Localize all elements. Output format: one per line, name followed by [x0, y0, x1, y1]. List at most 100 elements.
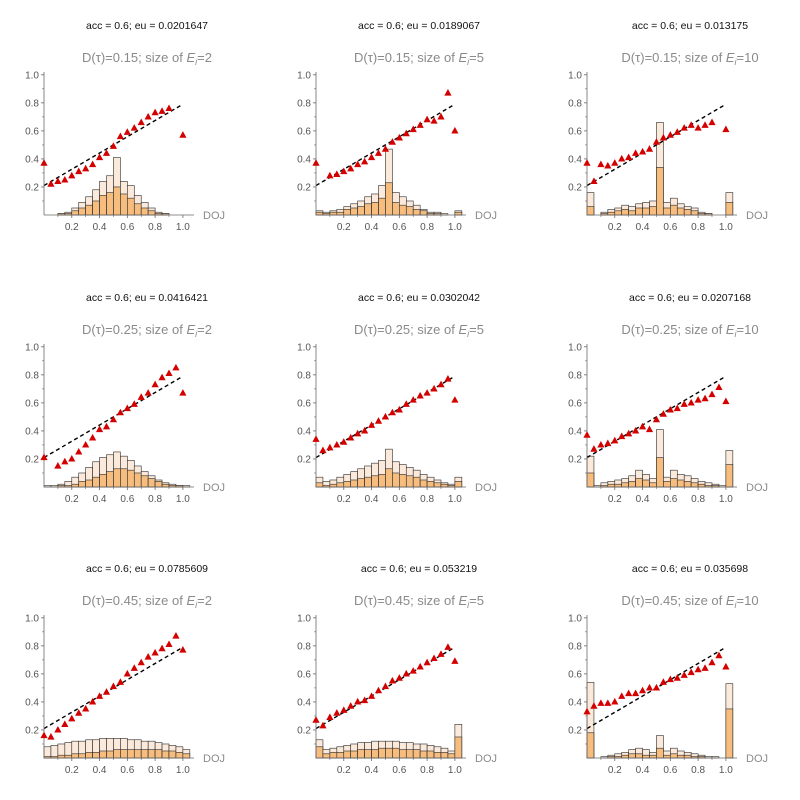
histogram-bar-filled — [621, 482, 629, 488]
data-point-triangle — [61, 175, 69, 183]
histogram-bar-filled — [690, 210, 699, 216]
data-point-triangle — [333, 709, 341, 716]
data-point-triangle — [130, 664, 138, 671]
chart-svg: acc = 0.6; eu = 0.0201647 D(τ)=0.15; size… — [25, 20, 225, 233]
data-point-triangle — [673, 404, 681, 412]
x-tick-label: 0.6 — [663, 494, 677, 505]
histogram-bar-filled — [412, 209, 421, 216]
chart-subtitle: D(τ)=0.45; size of Ei=10 — [621, 593, 758, 610]
histogram-bar-filled — [99, 474, 107, 488]
data-point-triangle — [632, 426, 640, 434]
histogram-bar-filled — [656, 747, 664, 759]
histogram-bar-filled — [676, 479, 685, 488]
data-point-triangle — [388, 138, 396, 145]
histogram-bar-filled — [140, 475, 149, 488]
data-point-triangle — [666, 131, 674, 138]
data-point-triangle — [583, 159, 591, 166]
chart-title: acc = 0.6; eu = 0.0302042 — [358, 292, 480, 304]
data-point-triangle — [673, 128, 681, 135]
data-point-triangle — [95, 425, 104, 433]
histogram-bar-filled — [649, 482, 657, 488]
data-point-triangle — [402, 669, 410, 677]
x-tick-label: 0.4 — [365, 222, 379, 233]
histogram-bar-filled — [161, 750, 170, 759]
histogram-bar-filled — [154, 749, 163, 759]
histogram-bar-filled — [586, 472, 595, 488]
y-tick-label: 1.0 — [297, 342, 311, 353]
y-tick-label: 0.2 — [297, 725, 311, 736]
histogram-bar-filled — [412, 749, 421, 759]
x-tick-label: 0.2 — [337, 222, 351, 233]
data-point-triangle — [611, 697, 619, 705]
data-point-triangle — [54, 461, 62, 469]
data-point-triangle — [144, 653, 152, 660]
subtitle-variable: E — [186, 50, 195, 65]
y-tick-label: 0.6 — [297, 398, 311, 409]
subtitle-prefix: D(τ)=0.15; size of — [621, 50, 725, 65]
chart-title: acc = 0.6; eu = 0.013175 — [632, 20, 748, 32]
chart-subtitle: D(τ)=0.25; size of Ei=5 — [354, 322, 484, 339]
subtitle-suffix: =10 — [737, 50, 759, 65]
histogram-bar-filled — [683, 481, 692, 488]
reference-line — [586, 103, 727, 187]
x-tick-label: 0.4 — [636, 765, 650, 776]
data-point-triangle — [708, 658, 716, 666]
chart-title: acc = 0.6; eu = 0.0189067 — [358, 20, 480, 32]
data-point-triangle — [116, 408, 124, 416]
data-point-triangle — [40, 731, 48, 739]
subtitle-suffix: =2 — [197, 322, 212, 337]
histogram-bar-filled — [350, 207, 358, 216]
data-point-triangle — [652, 138, 661, 145]
data-point-triangle — [68, 714, 76, 722]
histogram-bar-filled — [329, 752, 338, 759]
data-point-triangle — [361, 426, 369, 434]
data-point-triangle — [333, 440, 341, 448]
chart-subtitle: D(τ)=0.45; size of Ei=2 — [82, 593, 212, 610]
data-point-triangle — [137, 658, 145, 666]
data-point-triangle — [604, 699, 612, 706]
histogram-bar-filled — [697, 483, 706, 488]
data-point-triangle — [590, 445, 598, 452]
histogram-bar-filled — [405, 475, 414, 488]
data-point-triangle — [54, 725, 62, 733]
data-point-triangle — [423, 115, 431, 123]
histogram-bar-filled — [113, 186, 121, 216]
chart-title: acc = 0.6; eu = 0.053219 — [361, 563, 477, 575]
data-point-triangle — [687, 398, 695, 406]
y-tick-label: 0.8 — [568, 98, 582, 109]
data-point-triangle — [423, 658, 431, 666]
x-tick-label: 0.4 — [93, 222, 107, 233]
histogram-bar-filled — [649, 754, 657, 759]
data-point-triangle — [409, 667, 417, 674]
data-point-triangle — [625, 153, 633, 161]
y-tick-label: 0.8 — [297, 98, 311, 109]
subtitle-variable: E — [726, 322, 735, 337]
chart-subtitle: D(τ)=0.15; size of Ei=2 — [82, 50, 212, 67]
histogram-bar-filled — [364, 476, 372, 488]
data-point-triangle — [333, 170, 341, 177]
subtitle-variable: E — [458, 322, 467, 337]
histogram-bar-filled — [92, 476, 100, 488]
x-tick-label: 0.6 — [392, 765, 406, 776]
histogram-bar-total — [50, 745, 59, 759]
x-tick-label: 0.8 — [691, 765, 705, 776]
data-point-triangle — [102, 149, 111, 156]
data-point-triangle — [666, 405, 674, 413]
data-point-triangle — [47, 732, 55, 740]
x-tick-label: 1.0 — [719, 765, 733, 776]
histogram-bar-filled — [642, 207, 650, 216]
y-tick-label: 0.8 — [297, 641, 311, 652]
data-point-triangle — [165, 369, 173, 377]
histogram-bar-filled — [364, 203, 372, 216]
histogram-bar-filled — [182, 753, 191, 759]
histogram-bar-filled — [350, 479, 358, 488]
data-point-triangle — [430, 654, 438, 662]
data-point-triangle — [61, 720, 69, 727]
x-tick-label: 0.2 — [608, 765, 622, 776]
histogram-bar-filled — [656, 167, 664, 216]
data-point-triangle — [451, 126, 459, 134]
histogram-bar-filled — [642, 479, 650, 488]
data-point-triangle — [354, 429, 362, 437]
data-point-triangle — [151, 648, 159, 656]
data-point-triangle — [102, 422, 111, 430]
